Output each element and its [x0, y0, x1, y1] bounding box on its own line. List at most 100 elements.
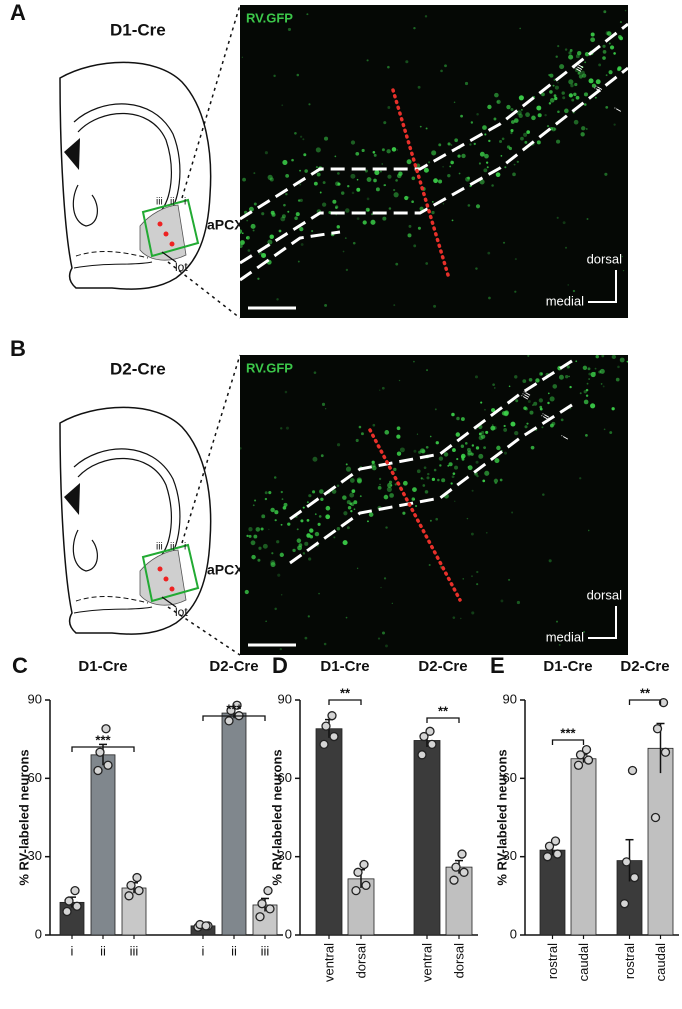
cell [454, 500, 456, 502]
cell [475, 446, 480, 450]
cell [380, 586, 382, 589]
cell [607, 342, 610, 345]
cell [276, 298, 279, 301]
data-point [101, 724, 111, 734]
layer-boundary [240, 22, 628, 221]
cell [554, 96, 558, 101]
cell [498, 139, 503, 144]
cell [315, 166, 318, 169]
data-point [70, 885, 80, 896]
cell [294, 216, 298, 220]
cell [356, 567, 359, 570]
cell [504, 166, 507, 169]
cell [383, 577, 387, 580]
cell [574, 82, 578, 87]
cell [623, 348, 627, 352]
cell [297, 260, 300, 263]
cell [548, 102, 552, 105]
cell [292, 548, 296, 553]
cell [514, 431, 519, 436]
tract-label: lot [175, 260, 188, 274]
cell [347, 506, 352, 510]
cell [549, 73, 554, 78]
cell [547, 392, 550, 395]
cell [512, 172, 516, 177]
cell [334, 155, 337, 158]
cell [456, 457, 459, 461]
cell [553, 94, 557, 98]
cell [453, 101, 456, 104]
cell [478, 432, 482, 436]
cell [312, 456, 318, 462]
cell [325, 514, 331, 520]
cell [587, 367, 591, 371]
cell [257, 277, 260, 280]
cell [345, 466, 352, 472]
cell [433, 304, 437, 308]
cell [424, 15, 428, 18]
cell [526, 422, 529, 425]
data-point [449, 875, 459, 885]
cell [372, 423, 376, 427]
cell [546, 124, 550, 128]
cell [584, 52, 590, 57]
cell [451, 412, 455, 417]
panel-label: D [272, 653, 288, 678]
cell [278, 229, 282, 233]
cell [522, 379, 527, 383]
cell [475, 267, 478, 270]
cell [262, 543, 268, 549]
data-point [353, 867, 363, 877]
cell [280, 593, 283, 596]
cell [508, 578, 511, 581]
cell [393, 467, 397, 472]
cell [450, 144, 453, 146]
cell [510, 129, 514, 133]
cell [599, 368, 605, 374]
cell [478, 435, 484, 441]
cell [420, 477, 423, 480]
cell [331, 489, 337, 494]
layer-label: i [184, 197, 186, 208]
cell [423, 167, 429, 173]
cell [356, 477, 362, 483]
cell [402, 511, 406, 515]
cell [595, 79, 601, 85]
group-title: D2-Cre [418, 658, 467, 675]
orientation-label: dorsal [587, 251, 623, 266]
cell [280, 523, 283, 526]
cell [302, 552, 306, 555]
cell [571, 98, 575, 102]
cell [601, 355, 605, 358]
cell [308, 103, 311, 106]
cell [313, 181, 318, 186]
significance-label: *** [560, 725, 576, 740]
cell [503, 411, 509, 417]
cell [304, 169, 308, 173]
cell [353, 508, 356, 511]
cell [280, 14, 284, 18]
cell [502, 241, 506, 244]
cell [582, 73, 587, 78]
cell [276, 540, 280, 544]
cell [336, 484, 340, 487]
cell [460, 444, 465, 448]
cell [527, 399, 531, 403]
cell [525, 112, 530, 118]
cell [246, 534, 249, 537]
cell [549, 90, 553, 94]
data-point [544, 841, 555, 851]
data-point [575, 750, 586, 760]
data-point [550, 836, 561, 846]
cell [568, 93, 574, 98]
cell [519, 27, 521, 30]
cell [611, 407, 615, 411]
cell [296, 73, 300, 77]
cell [355, 151, 360, 156]
cell [297, 199, 301, 202]
layer-label: iii [573, 63, 586, 74]
cell [471, 444, 475, 447]
y-tick-label: 30 [503, 848, 517, 863]
cell [524, 140, 528, 144]
